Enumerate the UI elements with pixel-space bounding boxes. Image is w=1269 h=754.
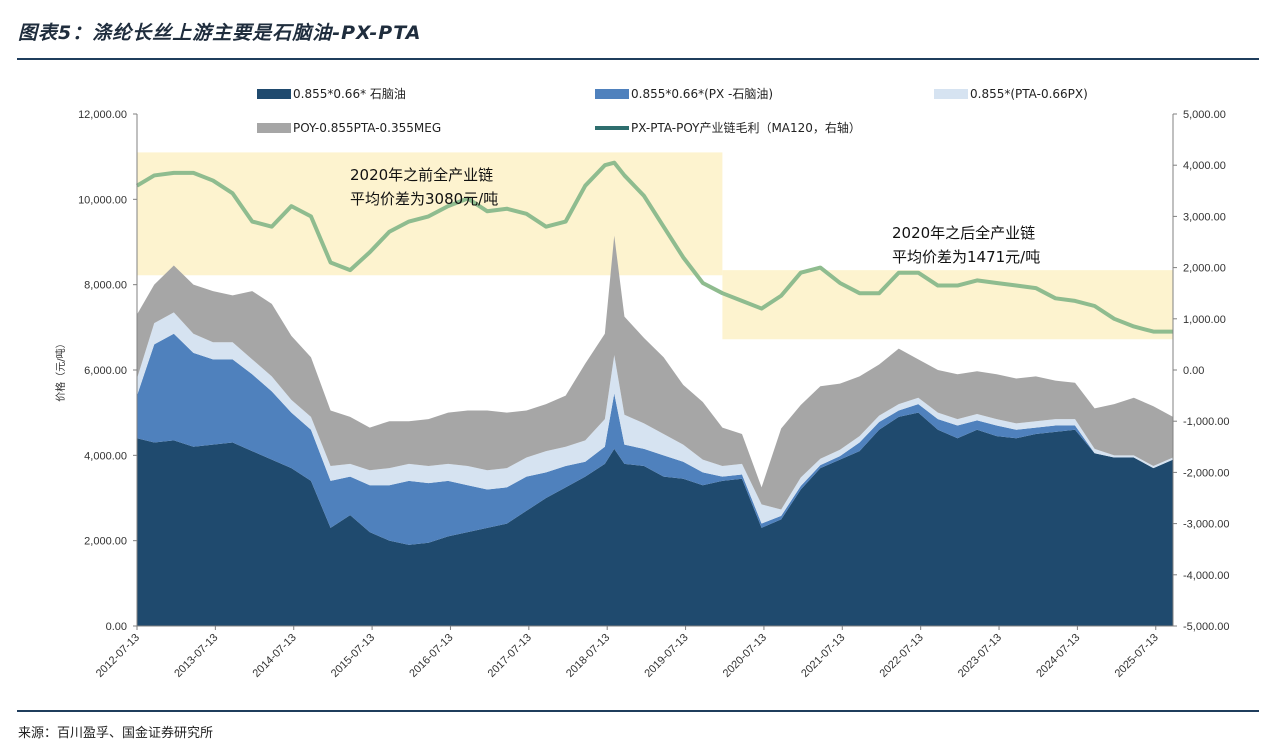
x-tick-label: 2012-07-13 [94, 632, 142, 680]
bottom-rule [17, 710, 1259, 712]
annotation-line2: 平均价差为1471元/吨 [892, 248, 1040, 266]
y-tick-label: 10,000.00 [78, 194, 127, 206]
y2-tick-label: 2,000.00 [1183, 263, 1226, 275]
highlight-band-2 [722, 270, 1173, 340]
y2-tick-label: 4,000.00 [1183, 160, 1226, 172]
margin-line [135, 160, 1173, 334]
chart: 0.00 2,000.00 4,000.00 6,000.00 8,000.00 10,0… [54, 87, 1229, 680]
legend-swatch-line [595, 126, 629, 130]
figure-title: 图表5：涤纶长丝上游主要是石脑油-PX-PTA [18, 22, 422, 44]
y-tick-label: 4,000.00 [84, 450, 127, 462]
x-tick-label: 2025-07-13 [1113, 632, 1161, 680]
y2-tick-label: 5,000.00 [1183, 109, 1226, 121]
title-rule [17, 58, 1259, 60]
legend-label: 0.855*(PTA-0.66PX) [970, 87, 1088, 101]
x-tick-label: 2023-07-13 [956, 632, 1004, 680]
y2-tick-label: 1,000.00 [1183, 314, 1226, 326]
y2-tick-label: -3,000.00 [1183, 519, 1229, 531]
x-tick-label: 2022-07-13 [878, 632, 926, 680]
y-tick-label: 8,000.00 [84, 280, 127, 292]
x-tick-label: 2019-07-13 [642, 632, 690, 680]
y2-tick-label: -2,000.00 [1183, 467, 1229, 479]
highlight-bands [137, 152, 1173, 340]
y-tick-label: 12,000.00 [78, 109, 127, 121]
area-poy-spread [137, 235, 1173, 510]
annotation-line2: 平均价差为3080元/吨 [350, 190, 498, 208]
margin-line-layer [135, 160, 1173, 334]
source-note: 来源：百川盈孚、国金证券研究所 [18, 726, 214, 741]
legend-label: 0.855*0.66*(PX -石脑油) [631, 87, 773, 101]
y-tick-label: 6,000.00 [84, 365, 127, 377]
y2-tick-label: -1,000.00 [1183, 416, 1229, 428]
x-tick-label: 2018-07-13 [564, 632, 612, 680]
area-pta-spread [137, 312, 1173, 524]
x-tick-label: 2021-07-13 [799, 632, 847, 680]
x-tick-label: 2017-07-13 [486, 632, 534, 680]
legend-swatch [595, 89, 629, 99]
x-tick-label: 2016-07-13 [407, 632, 455, 680]
x-tick-label: 2013-07-13 [172, 632, 220, 680]
y2-tick-label: -5,000.00 [1183, 621, 1229, 633]
x-tick-label: 2024-07-13 [1034, 632, 1082, 680]
legend-label: 0.855*0.66* 石脑油 [293, 87, 406, 101]
y2-tick-label: 3,000.00 [1183, 211, 1226, 223]
stacked-areas [137, 235, 1173, 626]
legend-label: POY-0.855PTA-0.355MEG [293, 121, 441, 135]
area-naphtha [137, 412, 1173, 626]
annotation-line1: 2020年之前全产业链 [350, 166, 493, 184]
x-tick-label: 2015-07-13 [329, 632, 377, 680]
legend: 0.855*0.66* 石脑油 0.855*0.66*(PX -石脑油) 0.855… [257, 87, 1088, 135]
legend-swatch [257, 89, 291, 99]
x-tick-label: 2020-07-13 [721, 632, 769, 680]
legend-label: PX-PTA-POY产业链毛利（MA120，右轴） [631, 120, 861, 135]
y2-tick-label: 0.00 [1183, 365, 1204, 377]
annotation-line1: 2020年之后全产业链 [892, 224, 1035, 242]
y2-tick-label: -4,000.00 [1183, 570, 1229, 582]
area-px-spread [137, 333, 1173, 545]
y-tick-label: 0.00 [106, 621, 127, 633]
x-tick-label: 2014-07-13 [251, 632, 299, 680]
legend-swatch [257, 123, 291, 133]
y-axis-label: 价格（元/吨） [54, 338, 67, 401]
y-tick-label: 2,000.00 [84, 536, 127, 548]
legend-swatch [934, 89, 968, 99]
